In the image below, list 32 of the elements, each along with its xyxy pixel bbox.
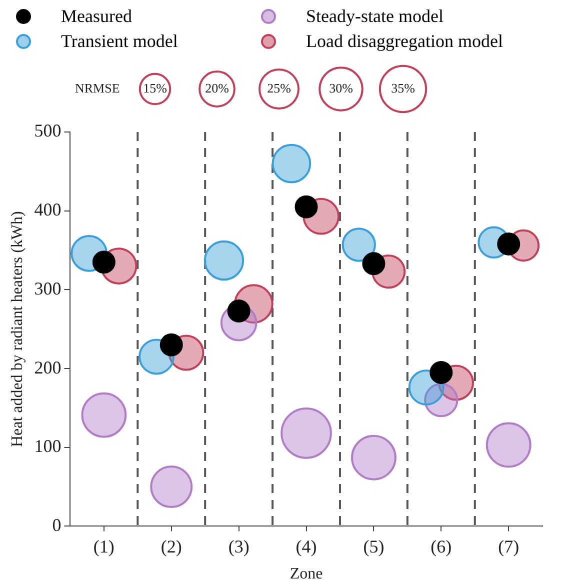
y-tick-label: 100: [34, 436, 62, 456]
x-tick-label: (1): [93, 536, 114, 557]
legend-label: Steady-state model: [306, 6, 444, 26]
legend-label: Transient model: [61, 30, 178, 52]
y-tick-label: 200: [34, 357, 62, 378]
x-tick-label: (3): [228, 536, 250, 557]
legend-label: 35%: [391, 80, 416, 96]
legend-label: 15%: [143, 80, 168, 96]
text: NRMSE: [75, 80, 120, 96]
y-tick-label: 0: [52, 514, 62, 535]
legend-label: 25%: [267, 80, 292, 96]
x-tick-label: (7): [498, 536, 520, 557]
point: [92, 250, 116, 274]
legend-label: Load disaggregation model: [306, 30, 503, 52]
y-tick-label: 300: [34, 278, 62, 298]
x-tick-label: (5): [363, 536, 384, 557]
legend-label: 20%: [205, 80, 230, 96]
point: [497, 232, 520, 256]
point: [160, 333, 183, 356]
point: [294, 195, 318, 218]
x-tick-label: (6): [430, 536, 452, 557]
x-tick-label: (4): [296, 536, 317, 557]
point: [362, 252, 386, 276]
y-tick-label: 400: [34, 200, 62, 220]
legend-label: 30%: [329, 80, 354, 96]
x-axis-title: Zone: [290, 566, 323, 583]
x-tick-label: (2): [160, 536, 182, 557]
y-axis-title: Heat added by radiant heaters (kWh): [8, 211, 26, 448]
y-tick-label: 500: [34, 120, 62, 141]
point: [430, 360, 453, 384]
legend-label: Measured: [61, 6, 132, 26]
point: [227, 299, 250, 322]
